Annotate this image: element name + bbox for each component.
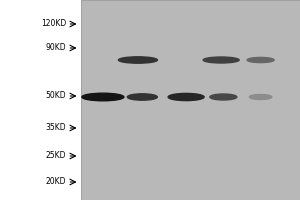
Text: 25KD: 25KD <box>46 152 66 160</box>
Text: 35KD: 35KD <box>45 123 66 132</box>
Text: 20KD: 20KD <box>46 178 66 186</box>
Ellipse shape <box>168 93 204 101</box>
Ellipse shape <box>247 57 274 63</box>
Text: 90KD: 90KD <box>45 44 66 52</box>
Ellipse shape <box>203 57 239 63</box>
Ellipse shape <box>118 57 158 63</box>
Text: 50KD: 50KD <box>45 92 66 100</box>
Ellipse shape <box>210 94 237 100</box>
Text: 120KD: 120KD <box>41 20 66 28</box>
Ellipse shape <box>127 94 157 100</box>
Ellipse shape <box>249 95 272 99</box>
Bar <box>81 0 300 200</box>
Ellipse shape <box>82 93 124 101</box>
